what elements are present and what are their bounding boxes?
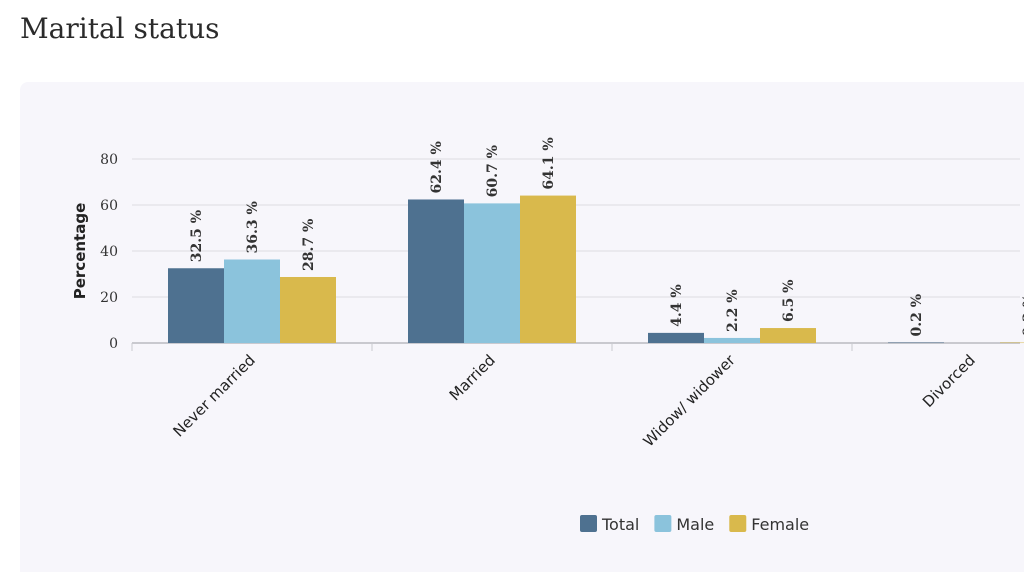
legend-swatch-total <box>580 515 597 532</box>
bar-female <box>1000 342 1024 344</box>
bar-female <box>760 328 816 343</box>
bar-female <box>280 276 336 343</box>
bar-male <box>224 259 280 343</box>
bar-female <box>520 195 576 343</box>
data-label: 6.5 % <box>781 280 797 323</box>
x-category-label: Married <box>446 351 499 404</box>
x-category-label: Divorced <box>919 351 979 411</box>
legend-swatch-male <box>654 515 672 532</box>
data-label: 28.7 % <box>301 219 317 271</box>
y-tick-label: 60 <box>100 198 118 214</box>
bar-total <box>648 332 704 343</box>
legend-item-total: Total <box>601 515 639 534</box>
y-tick-label: 0 <box>109 336 118 352</box>
bar-male <box>464 203 520 343</box>
data-label: 32.5 % <box>189 210 205 262</box>
data-label: 0.2 % <box>1021 294 1024 337</box>
data-label: 60.7 % <box>485 145 501 197</box>
data-label: 36.3 % <box>245 201 261 253</box>
bar-total <box>888 342 944 344</box>
data-label: 64.1 % <box>541 137 557 189</box>
x-category-label: Widow/ widower <box>640 351 740 451</box>
y-tick-label: 40 <box>100 244 118 260</box>
x-category-label: Never married <box>170 351 259 440</box>
data-label: 2.2 % <box>725 289 741 332</box>
bar-total <box>168 268 224 343</box>
legend-item-female: Female <box>751 515 809 534</box>
y-tick-label: 80 <box>100 152 118 168</box>
page-title: Marital status <box>20 12 220 45</box>
bar-total <box>408 199 464 343</box>
y-axis-label: Percentage <box>71 203 89 300</box>
data-label: 4.4 % <box>669 284 685 327</box>
legend-item-male: Male <box>676 515 714 534</box>
data-label: 0.2 % <box>909 294 925 337</box>
y-tick-label: 20 <box>100 290 118 306</box>
bar-male <box>704 337 760 343</box>
legend-swatch-female <box>729 515 747 532</box>
chart-card: 0 20 40 60 80 Percentage 32.5 % 36.3 % 28.7 % Nev… <box>20 82 1024 572</box>
bar-chart: 0 20 40 60 80 Percentage 32.5 % 36.3 % 28.7 % Nev… <box>71 137 1024 534</box>
data-label: 62.4 % <box>429 141 445 193</box>
